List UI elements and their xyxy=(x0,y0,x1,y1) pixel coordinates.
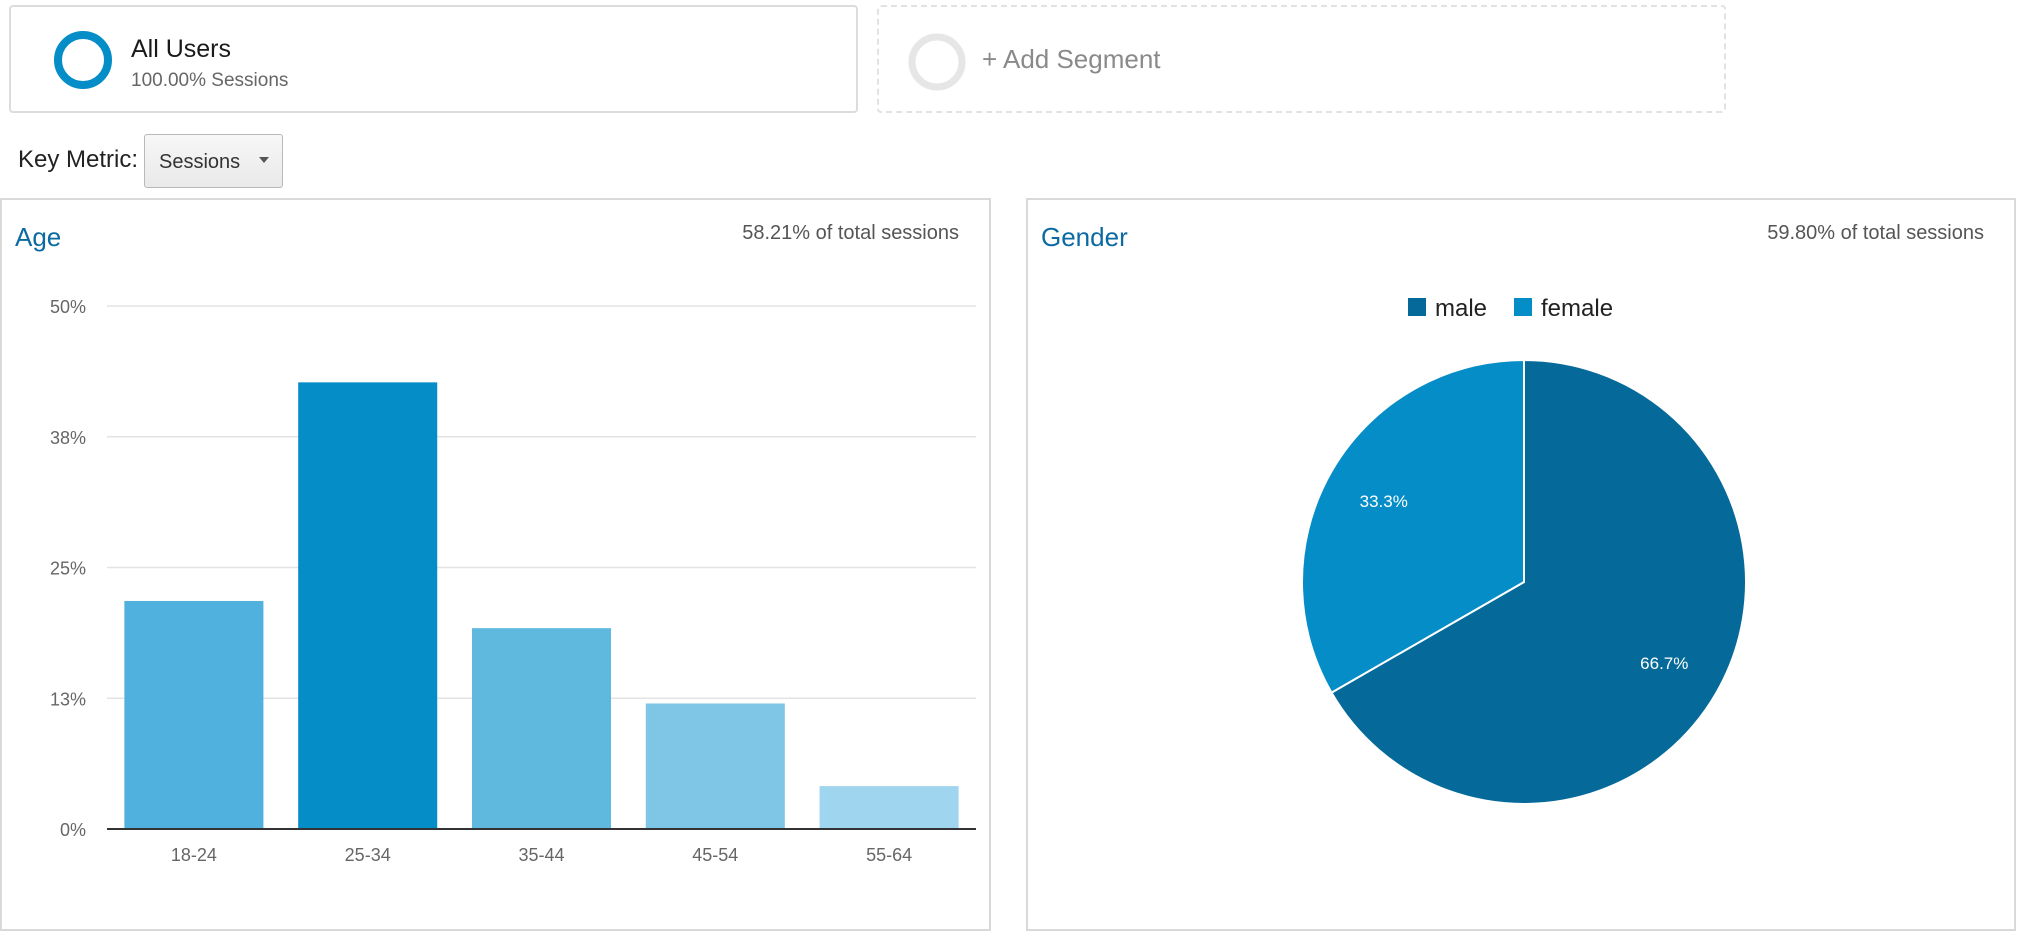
legend-label-female[interactable]: female xyxy=(1541,295,1613,322)
y-tick-label: 38% xyxy=(50,428,86,448)
segment-name: All Users xyxy=(131,35,232,63)
slice-label-male: 66.7% xyxy=(1640,654,1688,673)
pie-slice-male[interactable] xyxy=(1330,358,1747,805)
caret-down-icon xyxy=(259,157,269,163)
legend-swatch-male xyxy=(1408,298,1426,316)
key-metric-selected: Sessions xyxy=(159,151,241,173)
slice-label-female: 33.3% xyxy=(1360,492,1408,511)
bar-25-34[interactable] xyxy=(298,382,438,829)
age-panel: Age 58.21% of total sessions 0% 13% 25% 38%… xyxy=(0,198,991,931)
x-tick-label: 18-24 xyxy=(171,845,217,865)
key-metric-label: Key Metric: xyxy=(18,146,139,173)
x-tick-label: 35-44 xyxy=(518,845,564,865)
bar-35-44[interactable] xyxy=(471,628,612,829)
bar-18-24[interactable] xyxy=(124,600,264,829)
segment-sessions-share: 100.00% Sessions xyxy=(131,70,289,91)
gender-title: Gender xyxy=(1041,222,1128,252)
pie-slice-female[interactable] xyxy=(1301,358,1525,694)
x-tick-label: 55-64 xyxy=(866,845,912,865)
age-total-sessions: 58.21% of total sessions xyxy=(742,222,959,244)
legend-swatch-female xyxy=(1514,298,1532,316)
y-tick-label: 13% xyxy=(50,689,86,709)
gender-pie-chart: male female 66.7% 33.3% xyxy=(1301,295,1747,805)
x-tick-label: 45-54 xyxy=(692,845,738,865)
gender-panel: Gender 59.80% of total sessions male fema… xyxy=(1026,198,2016,931)
bar-45-54[interactable] xyxy=(645,703,785,829)
segment-all-users[interactable]: All Users 100.00% Sessions xyxy=(9,5,858,113)
y-tick-label: 25% xyxy=(50,559,86,579)
bar-55-64[interactable] xyxy=(819,786,959,829)
y-tick-label: 0% xyxy=(60,820,86,840)
segment-ring-icon xyxy=(54,31,112,89)
empty-segment-ring-icon xyxy=(908,33,966,91)
gender-total-sessions: 59.80% of total sessions xyxy=(1767,222,1984,244)
y-tick-label: 50% xyxy=(50,297,86,317)
age-bar-chart: 0% 13% 25% 38% 50% 18-24 25-34 35-44 45-54 55-64 xyxy=(50,297,976,865)
add-segment-label: + Add Segment xyxy=(982,44,1161,74)
x-tick-label: 25-34 xyxy=(345,845,391,865)
key-metric-dropdown[interactable]: Sessions xyxy=(144,134,283,188)
add-segment-button[interactable]: + Add Segment xyxy=(877,5,1726,113)
legend-label-male[interactable]: male xyxy=(1435,295,1487,322)
age-title: Age xyxy=(15,222,62,252)
